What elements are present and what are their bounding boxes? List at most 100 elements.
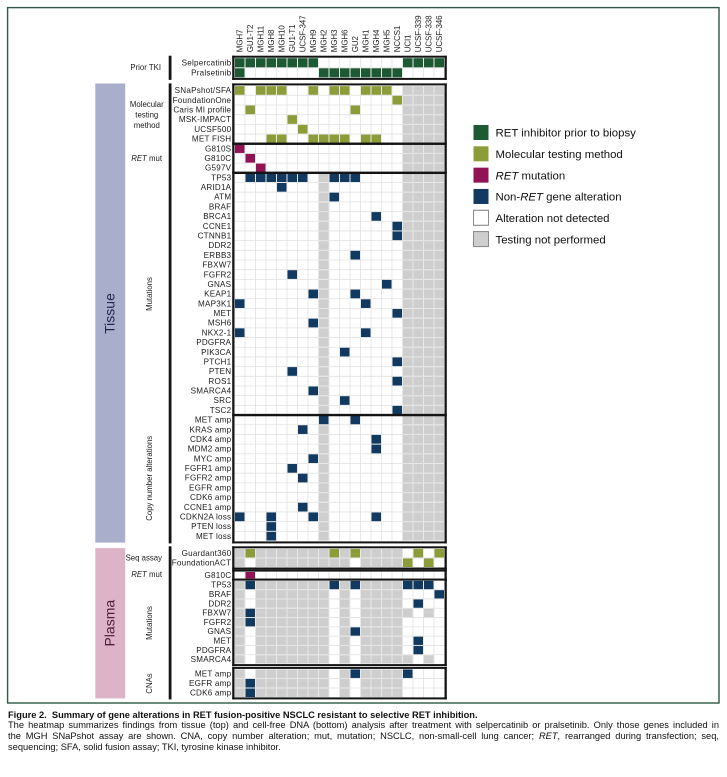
svg-text:CDKN2A loss: CDKN2A loss bbox=[180, 513, 231, 522]
svg-text:FoundationOne: FoundationOne bbox=[173, 96, 232, 105]
svg-text:MGH9: MGH9 bbox=[309, 29, 318, 52]
svg-text:ERBB3: ERBB3 bbox=[204, 251, 232, 260]
svg-text:EGFR amp: EGFR amp bbox=[189, 679, 232, 688]
svg-text:ATM: ATM bbox=[214, 193, 231, 202]
svg-text:MGH4: MGH4 bbox=[372, 29, 381, 52]
svg-text:MGH3: MGH3 bbox=[330, 29, 339, 52]
svg-text:SMARCA4: SMARCA4 bbox=[191, 655, 232, 664]
svg-text:GU1-T1: GU1-T1 bbox=[288, 24, 297, 52]
svg-text:RET mutation: RET mutation bbox=[496, 170, 566, 182]
svg-text:UCSF-339: UCSF-339 bbox=[414, 15, 423, 52]
svg-text:Mutations: Mutations bbox=[145, 277, 154, 311]
svg-text:Molecular testing method: Molecular testing method bbox=[496, 149, 623, 161]
svg-text:Guardant360: Guardant360 bbox=[182, 549, 232, 558]
svg-text:GNAS: GNAS bbox=[207, 280, 231, 289]
svg-text:Selpercatinib: Selpercatinib bbox=[182, 58, 232, 67]
svg-text:DDR2: DDR2 bbox=[208, 599, 231, 608]
svg-text:Caris MI profile: Caris MI profile bbox=[173, 106, 231, 115]
svg-text:Pralsetinib: Pralsetinib bbox=[191, 69, 231, 78]
svg-text:GU1-T2: GU1-T2 bbox=[246, 24, 255, 52]
svg-text:ROS1: ROS1 bbox=[208, 377, 231, 386]
svg-text:MET amp: MET amp bbox=[195, 669, 232, 678]
svg-text:MGH5: MGH5 bbox=[383, 29, 392, 52]
svg-text:TP53: TP53 bbox=[211, 581, 232, 590]
svg-text:G810S: G810S bbox=[205, 144, 232, 153]
svg-text:UCI1: UCI1 bbox=[404, 34, 413, 52]
svg-text:RET mut: RET mut bbox=[131, 570, 163, 579]
svg-text:UCSF-346: UCSF-346 bbox=[435, 15, 444, 52]
svg-text:MET: MET bbox=[214, 637, 232, 646]
svg-text:TP53: TP53 bbox=[211, 173, 232, 182]
svg-text:FGFR2: FGFR2 bbox=[204, 618, 232, 627]
svg-text:PDGFRA: PDGFRA bbox=[196, 338, 231, 347]
svg-text:BRCA1: BRCA1 bbox=[203, 212, 231, 221]
svg-text:G810C: G810C bbox=[205, 571, 232, 580]
svg-text:Tissue: Tissue bbox=[102, 293, 118, 334]
svg-text:NKX2-1: NKX2-1 bbox=[202, 328, 232, 337]
svg-text:ARID1A: ARID1A bbox=[201, 183, 232, 192]
svg-text:RET inhibitor prior to biopsy: RET inhibitor prior to biopsy bbox=[496, 128, 637, 140]
svg-text:Molecular: Molecular bbox=[130, 100, 164, 109]
svg-text:MGH1: MGH1 bbox=[362, 29, 371, 52]
svg-text:MGH8: MGH8 bbox=[267, 29, 276, 52]
svg-text:MSH6: MSH6 bbox=[208, 319, 232, 328]
svg-text:UCSF-347: UCSF-347 bbox=[299, 15, 308, 52]
svg-text:CNAs: CNAs bbox=[145, 673, 154, 693]
svg-text:SRC: SRC bbox=[214, 396, 232, 405]
svg-text:MGH7: MGH7 bbox=[236, 29, 245, 52]
svg-text:CDK6 amp: CDK6 amp bbox=[190, 493, 232, 502]
svg-text:KEAP1: KEAP1 bbox=[204, 290, 231, 299]
svg-text:FGFR1 amp: FGFR1 amp bbox=[185, 464, 232, 473]
svg-text:CCNE1: CCNE1 bbox=[203, 222, 232, 231]
svg-text:PIK3CA: PIK3CA bbox=[201, 348, 231, 357]
svg-text:FGFR2 amp: FGFR2 amp bbox=[185, 474, 232, 483]
svg-text:SNaPshot/SFA: SNaPshot/SFA bbox=[175, 86, 232, 95]
svg-text:MYC amp: MYC amp bbox=[194, 454, 232, 463]
svg-text:FoundationACT: FoundationACT bbox=[172, 558, 232, 567]
svg-text:UCSF-338: UCSF-338 bbox=[425, 15, 434, 52]
svg-text:MET loss: MET loss bbox=[196, 532, 231, 541]
svg-text:CDK4 amp: CDK4 amp bbox=[190, 435, 232, 444]
svg-text:SMARCA4: SMARCA4 bbox=[191, 387, 232, 396]
svg-text:PTEN loss: PTEN loss bbox=[191, 522, 231, 531]
svg-text:Testing not performed: Testing not performed bbox=[496, 234, 606, 246]
svg-text:Seq assay: Seq assay bbox=[126, 554, 163, 563]
svg-text:NCCS1: NCCS1 bbox=[393, 25, 402, 52]
svg-text:MGH2: MGH2 bbox=[320, 29, 329, 52]
svg-text:Copy number alterations: Copy number alterations bbox=[145, 436, 154, 521]
svg-text:UCSF500: UCSF500 bbox=[194, 125, 231, 134]
svg-text:FBXW7: FBXW7 bbox=[202, 261, 231, 270]
svg-text:MET FISH: MET FISH bbox=[192, 135, 231, 144]
svg-text:MGH11: MGH11 bbox=[257, 25, 266, 52]
svg-text:CTNNB1: CTNNB1 bbox=[198, 231, 232, 240]
svg-text:PDGFRA: PDGFRA bbox=[196, 646, 231, 655]
svg-text:G597V: G597V bbox=[205, 164, 232, 173]
svg-text:CCNE1 amp: CCNE1 amp bbox=[184, 503, 232, 512]
svg-text:RET mut: RET mut bbox=[131, 154, 163, 163]
svg-text:Plasma: Plasma bbox=[102, 600, 118, 647]
svg-text:Alteration not detected: Alteration not detected bbox=[496, 213, 610, 225]
svg-text:Prior TKI: Prior TKI bbox=[130, 63, 161, 72]
svg-text:MSK-IMPACT: MSK-IMPACT bbox=[179, 115, 231, 124]
svg-text:BRAF: BRAF bbox=[209, 202, 231, 211]
svg-text:PTCH1: PTCH1 bbox=[204, 357, 232, 366]
svg-text:KRAS amp: KRAS amp bbox=[190, 425, 232, 434]
svg-text:EGFR amp: EGFR amp bbox=[189, 483, 232, 492]
svg-text:Mutations: Mutations bbox=[145, 606, 154, 640]
svg-text:MGH6: MGH6 bbox=[341, 29, 350, 52]
svg-text:FGFR2: FGFR2 bbox=[204, 270, 232, 279]
svg-text:PTEN: PTEN bbox=[209, 367, 231, 376]
svg-text:TSC2: TSC2 bbox=[210, 406, 232, 415]
svg-text:MAP3K1: MAP3K1 bbox=[198, 299, 232, 308]
svg-text:Non-RET gene alteration: Non-RET gene alteration bbox=[496, 192, 622, 204]
svg-text:MET: MET bbox=[214, 309, 232, 318]
svg-text:G810C: G810C bbox=[205, 154, 232, 163]
svg-text:DDR2: DDR2 bbox=[208, 241, 231, 250]
svg-text:testing: testing bbox=[135, 111, 158, 120]
svg-text:MGH10: MGH10 bbox=[278, 25, 287, 53]
svg-text:GNAS: GNAS bbox=[207, 627, 231, 636]
svg-text:MET amp: MET amp bbox=[195, 416, 232, 425]
svg-text:BRAF: BRAF bbox=[209, 590, 231, 599]
svg-text:method: method bbox=[134, 121, 160, 130]
svg-text:GU2: GU2 bbox=[351, 35, 360, 52]
